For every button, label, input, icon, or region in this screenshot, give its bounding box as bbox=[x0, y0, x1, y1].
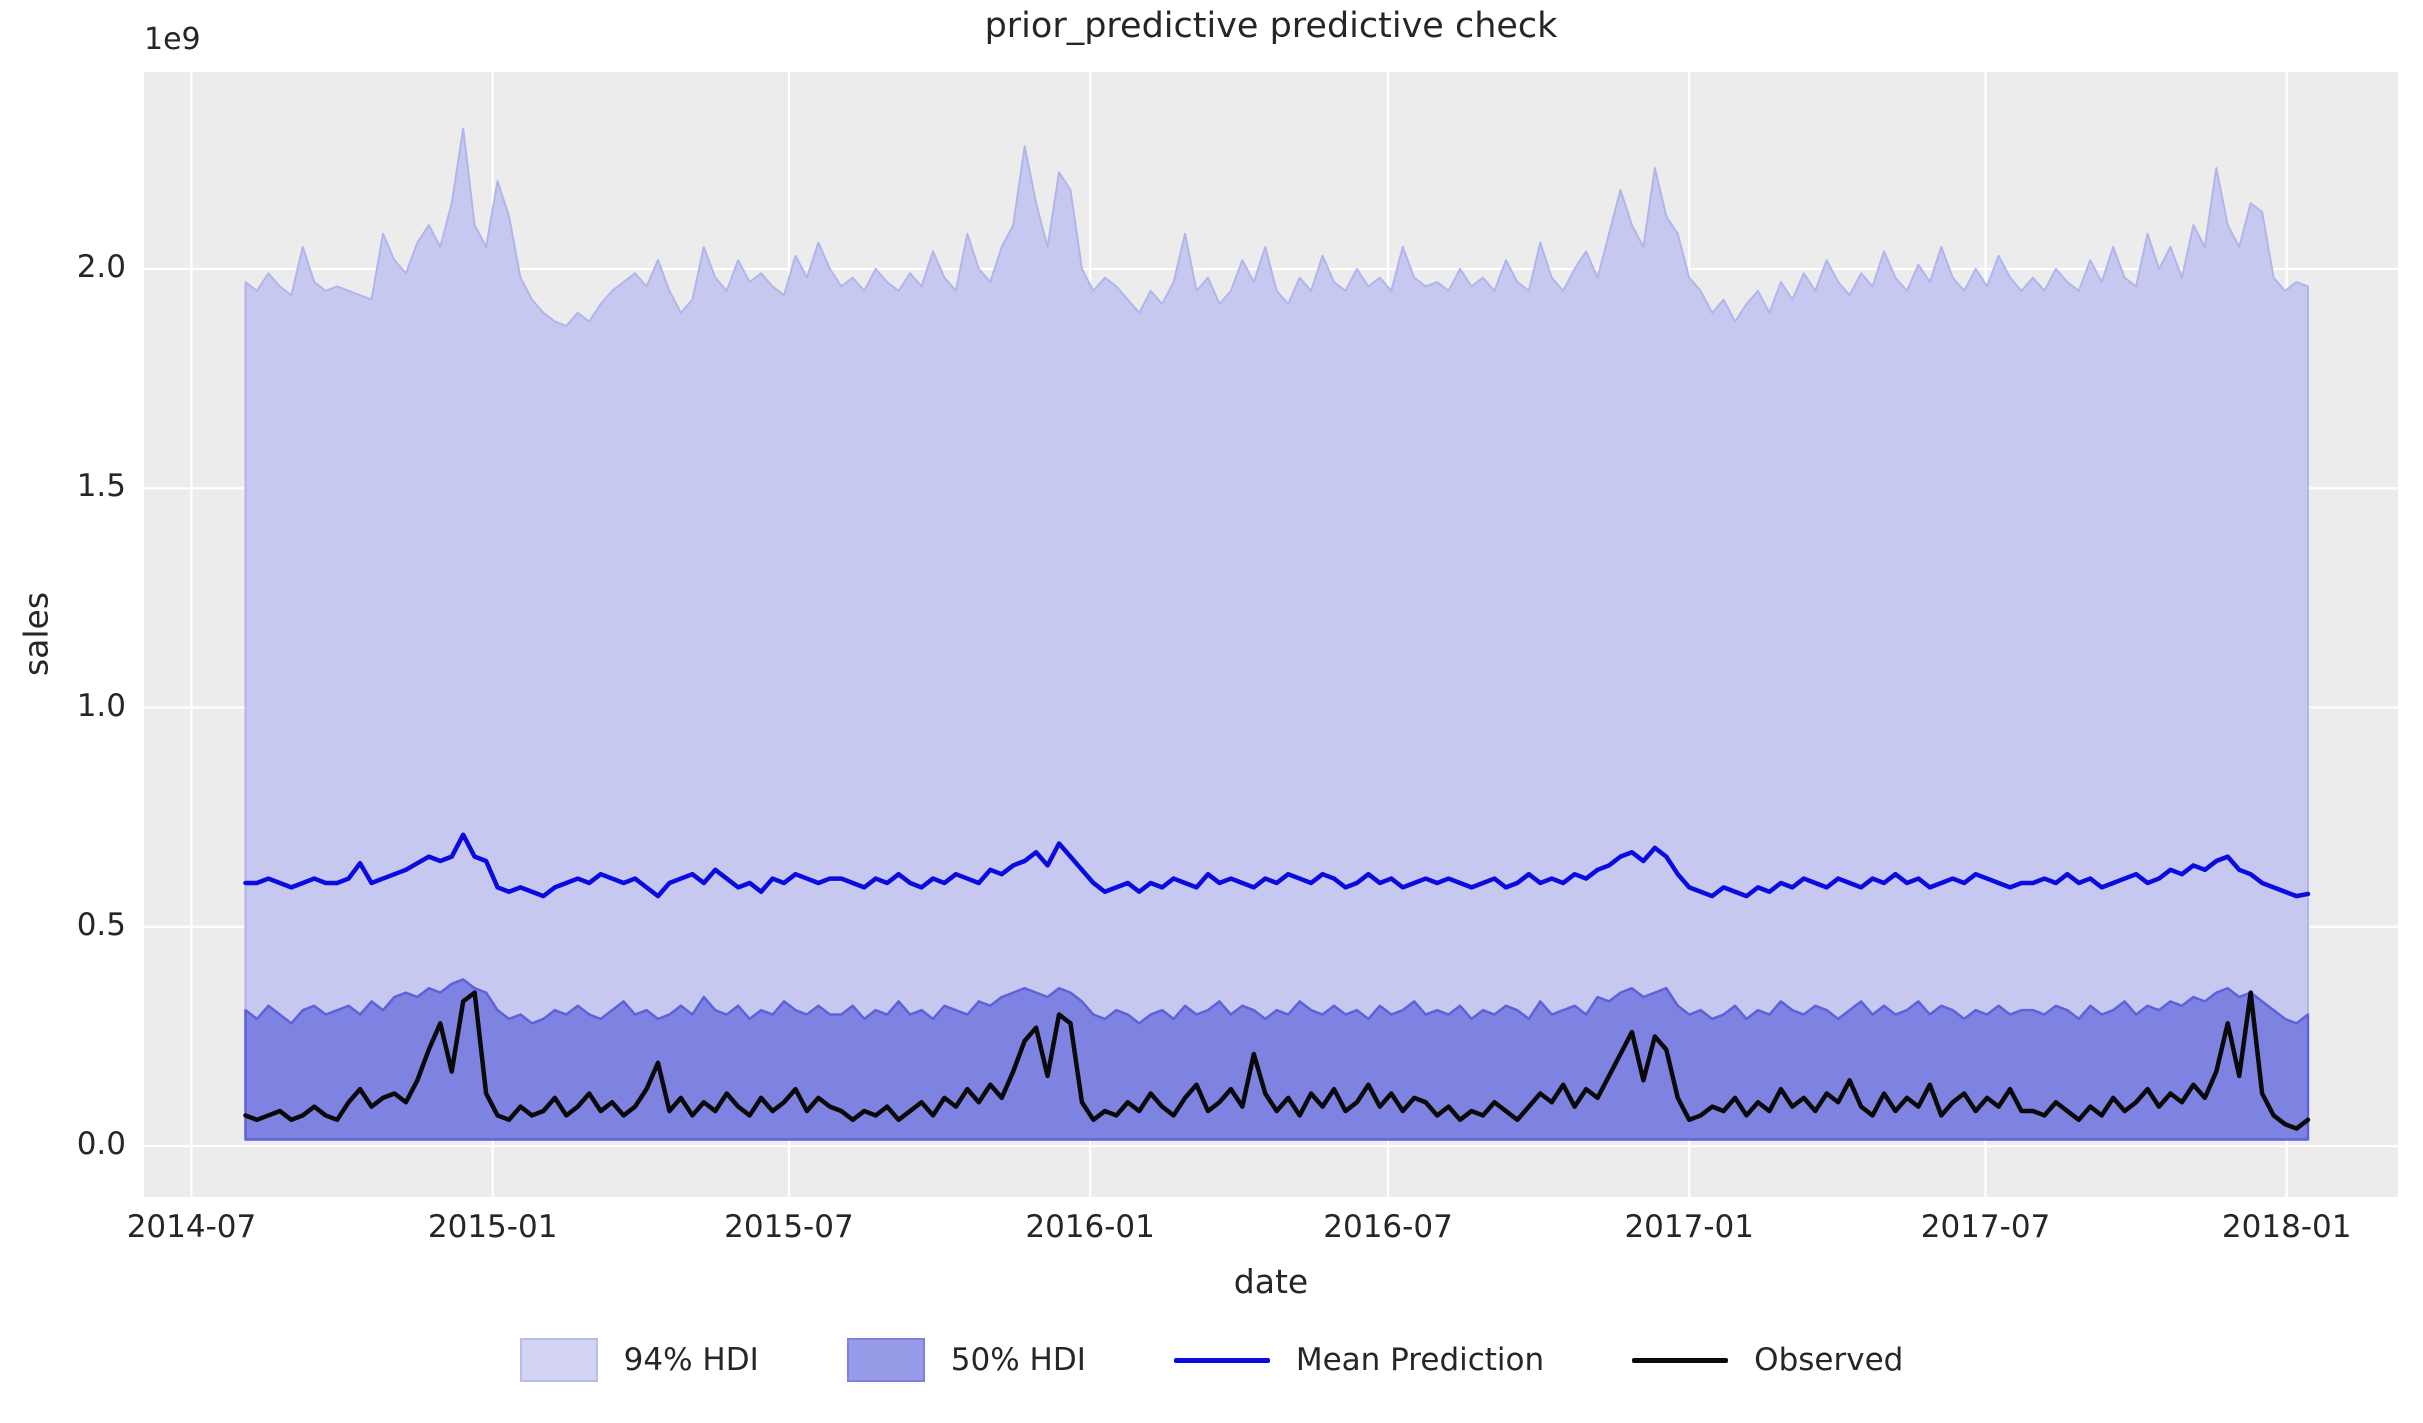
legend-item-94-hdi: 94% HDI bbox=[519, 1338, 759, 1382]
x-tick-label: 2015-01 bbox=[427, 1209, 558, 1245]
chart-title: prior_predictive predictive check bbox=[984, 6, 1558, 46]
y-tick-label: 1.0 bbox=[76, 687, 126, 724]
legend-label: Mean Prediction bbox=[1295, 1342, 1545, 1378]
x-tick-label: 2017-01 bbox=[1624, 1209, 1754, 1245]
legend: 94% HDI 50% HDI Mean Prediction Observed bbox=[0, 1338, 2423, 1382]
legend-item-observed: Observed bbox=[1632, 1342, 1903, 1378]
x-tick-label: 2018-01 bbox=[2221, 1209, 2352, 1245]
legend-label: Observed bbox=[1754, 1342, 1904, 1378]
chart-canvas bbox=[144, 72, 2398, 1197]
hdi94-band bbox=[244, 127, 2309, 1141]
50-hdi-swatch-icon bbox=[846, 1338, 925, 1382]
x-axis-title: date bbox=[1233, 1262, 1309, 1301]
observed-line-swatch-icon bbox=[1632, 1357, 1729, 1363]
94-hdi-swatch-icon bbox=[519, 1338, 598, 1382]
y-axis-title: sales bbox=[16, 591, 56, 677]
mean-prediction-line bbox=[243, 832, 2311, 899]
legend-label: 94% HDI bbox=[623, 1342, 759, 1378]
x-tick-label: 2016-01 bbox=[1025, 1209, 1155, 1245]
legend-item-mean-prediction: Mean Prediction bbox=[1173, 1342, 1545, 1378]
observed-line bbox=[243, 990, 2311, 1131]
plot-area bbox=[144, 72, 2398, 1197]
x-tick-label: 2015-07 bbox=[724, 1209, 854, 1245]
legend-item-50-hdi: 50% HDI bbox=[846, 1338, 1086, 1382]
y-tick-label: 0.5 bbox=[76, 907, 126, 944]
legend-label: 50% HDI bbox=[950, 1342, 1086, 1378]
x-tick-label: 2017-07 bbox=[1920, 1209, 2051, 1245]
x-tick-label: 2014-07 bbox=[126, 1209, 257, 1245]
x-tick-label: 2016-07 bbox=[1323, 1209, 1453, 1245]
y-tick-label: 2.0 bbox=[76, 249, 126, 286]
y-tick-label: 1.5 bbox=[76, 468, 126, 505]
y-axis-offset-label: 1e9 bbox=[144, 22, 201, 57]
y-tick-label: 0.0 bbox=[76, 1126, 126, 1163]
mean-line-swatch-icon bbox=[1173, 1357, 1270, 1363]
